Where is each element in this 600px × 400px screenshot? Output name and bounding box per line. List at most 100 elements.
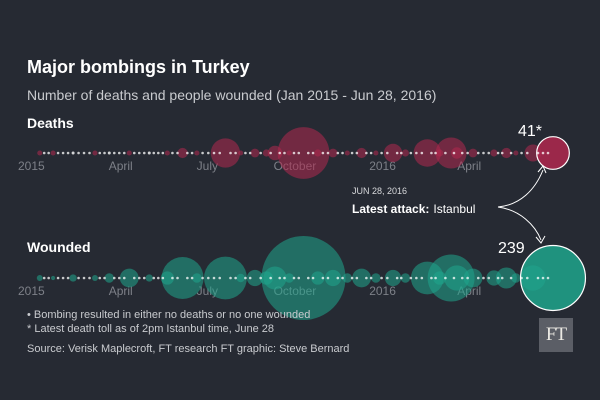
wounded-minor-dot <box>88 276 91 280</box>
wounded-bubble <box>50 275 56 281</box>
wounded-minor-dot <box>380 276 383 280</box>
wounded-minor-dot <box>234 276 237 280</box>
death-minor-dot <box>292 151 296 155</box>
wounded-minor-dot <box>311 276 315 280</box>
chart-subtitle: Number of deaths and people wounded (Jan… <box>27 87 436 103</box>
death-minor-dot <box>244 151 247 155</box>
wounded-minor-dot <box>137 276 141 280</box>
death-minor-dot <box>112 151 116 155</box>
wounded-minor-dot <box>430 276 433 280</box>
death-bubble <box>164 150 170 156</box>
death-bubble <box>468 148 478 158</box>
wounded-minor-dot <box>278 276 282 280</box>
wounded-minor-dot <box>190 276 194 280</box>
death-zero-dot <box>107 151 111 155</box>
x-tick-label: April <box>109 159 133 173</box>
wounded-minor-dot <box>369 276 373 280</box>
wounded-minor-dot <box>229 276 232 280</box>
wounded-bubble <box>69 274 77 282</box>
wounded-minor-dot <box>152 276 156 280</box>
death-minor-dot <box>350 151 354 155</box>
death-minor-dot <box>496 151 500 155</box>
wounded-bubble <box>145 274 153 282</box>
wounded-minor-dot <box>297 276 301 280</box>
x-tick-label: July <box>197 159 218 173</box>
death-minor-dot <box>444 151 447 155</box>
death-minor-dot <box>98 151 102 155</box>
death-minor-dot <box>212 151 216 155</box>
death-minor-dot <box>234 151 237 155</box>
latest-deaths-label: 41* <box>518 123 542 140</box>
wounded-minor-dot <box>142 276 146 280</box>
wounded-minor-dot <box>122 276 126 280</box>
death-minor-dot <box>82 151 86 155</box>
wounded-minor-dot <box>56 276 60 280</box>
wounded-minor-dot <box>365 276 368 280</box>
death-minor-dot <box>306 151 310 155</box>
death-minor-dot <box>386 151 389 155</box>
wounded-minor-dot <box>77 276 80 280</box>
wounded-minor-dot <box>161 276 165 280</box>
wounded-bubble <box>92 275 98 281</box>
death-minor-dot <box>460 151 464 155</box>
wounded-minor-dot <box>434 276 437 280</box>
wounded-minor-dot <box>444 276 447 280</box>
death-minor-dot <box>341 151 344 155</box>
wounded-minor-dot <box>176 276 179 280</box>
death-minor-dot <box>176 151 179 155</box>
latest-arrow-down <box>535 235 546 244</box>
death-minor-dot <box>218 151 222 155</box>
death-minor-dot <box>466 151 469 155</box>
death-bubble <box>194 150 200 156</box>
wounded-minor-dot <box>355 276 359 280</box>
death-bubble <box>513 150 519 156</box>
death-minor-dot <box>536 151 540 155</box>
death-minor-dot <box>142 151 146 155</box>
death-minor-dot <box>525 151 529 155</box>
wounded-minor-dot <box>201 276 204 280</box>
death-minor-dot <box>487 151 491 155</box>
wounded-bubble <box>371 273 381 283</box>
wounded-minor-dot <box>269 276 272 280</box>
death-minor-dot <box>283 151 286 155</box>
wounded-bubble <box>236 273 245 283</box>
death-minor-dot <box>88 151 91 155</box>
wounded-bubble <box>463 268 483 288</box>
death-minor-dot <box>77 151 80 155</box>
wounded-bubble <box>352 268 371 288</box>
wounded-minor-dot <box>326 276 330 280</box>
x-tick-label: 2016 <box>369 159 396 173</box>
death-minor-dot <box>380 151 383 155</box>
wounded-bubble <box>511 273 521 283</box>
wounded-bubble <box>192 273 202 283</box>
death-minor-dot <box>509 151 513 155</box>
death-minor-dot <box>269 151 272 155</box>
death-minor-dot <box>42 151 46 155</box>
x-tick-label: 2016 <box>369 284 396 298</box>
death-minor-dot <box>278 151 282 155</box>
wounded-tick-labels: 2015AprilJulyOctober2016April <box>18 284 481 298</box>
death-bubble <box>401 149 410 157</box>
death-zero-dot <box>147 151 151 155</box>
death-minor-dot <box>122 151 126 155</box>
death-minor-dot <box>395 151 399 155</box>
wounded-bubble <box>400 273 411 283</box>
death-minor-dot <box>201 151 204 155</box>
wounded-minor-dot <box>525 276 529 280</box>
wounded-bubble <box>324 269 342 287</box>
death-minor-dot <box>476 151 480 155</box>
wounded-minor-dot <box>103 276 106 280</box>
wounded-minor-dot <box>171 276 174 280</box>
wounded-bubble <box>161 257 204 299</box>
wounded-minor-dot <box>415 276 418 280</box>
wounded-bubble <box>444 265 470 291</box>
wounded-series-label: Wounded <box>27 239 91 255</box>
death-minor-dot <box>103 151 106 155</box>
deaths-series <box>37 127 570 179</box>
death-bubble <box>328 148 338 158</box>
death-bubble <box>501 147 512 159</box>
death-bubble <box>210 138 241 168</box>
death-zero-dot <box>71 151 75 155</box>
wounded-minor-dot <box>341 276 344 280</box>
